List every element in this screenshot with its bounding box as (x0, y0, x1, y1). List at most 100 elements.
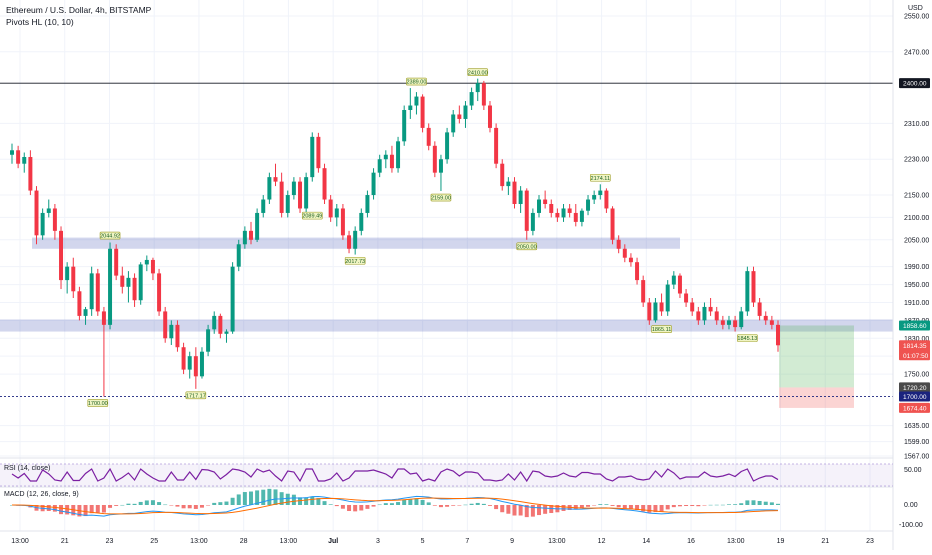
price-tick-label: 2150.00 (904, 193, 929, 200)
candle-body (524, 190, 529, 231)
candle-body (592, 195, 597, 200)
candle-body (549, 203, 554, 213)
pivot-label: 2410.00 (468, 70, 488, 76)
macd-label: MACD (12, 26, close, 9) (4, 491, 79, 498)
candle-body (77, 291, 82, 316)
macd-bar (469, 503, 474, 505)
candle-body (212, 315, 217, 330)
candlestick-series (10, 78, 780, 397)
candle-body (763, 315, 768, 321)
macd-bar (487, 505, 492, 506)
macd-bar (696, 505, 701, 507)
candle-body (52, 208, 57, 231)
macd-bar (776, 503, 780, 505)
time-tick-label: 7 (465, 538, 469, 545)
candle-body (28, 156, 33, 191)
candle-body (481, 83, 486, 106)
macd-bar (230, 497, 235, 505)
pivot-label: 2389.00 (407, 80, 427, 86)
pivot-labels: 2044.92 1700.00 1717.17 2089.49 2017.73 2389.… (87, 68, 758, 407)
macd-bar (733, 504, 738, 505)
pivot-label: 2174.11 (591, 176, 610, 182)
candle-body (65, 266, 70, 281)
candle-body (702, 306, 707, 321)
candle-body (40, 212, 45, 236)
candle-body (518, 190, 523, 204)
horizontal-lines[interactable] (0, 82, 893, 397)
time-axis[interactable]: 13:00 21 23 25 13:00 28 13:00 Jul 3 5 7 9 13:00 12 14 1… (0, 530, 893, 545)
long-position-tool[interactable] (779, 325, 854, 408)
time-tick-label: 28 (240, 538, 248, 545)
candle-body (187, 356, 192, 370)
macd-bar (463, 504, 468, 506)
pivot-label-box (651, 325, 672, 333)
candle-body (218, 315, 223, 334)
candle-body (671, 275, 676, 285)
macd-bar (769, 502, 774, 505)
macd-bar (720, 504, 725, 506)
candle-body (579, 210, 584, 222)
pivot-label-box (430, 193, 452, 202)
macd-bar (549, 505, 554, 514)
macd-bar (432, 505, 437, 506)
macd-bar (120, 504, 125, 506)
candle-body (757, 302, 762, 316)
macd-bar (524, 505, 529, 518)
macd-bar (561, 505, 566, 511)
candle-body (310, 136, 315, 178)
macd-bar (414, 498, 419, 505)
macd-pane[interactable]: MACD (12, 26, close, 9) 0.00 -100.00 (0, 486, 923, 529)
symbol-title[interactable]: Ethereum / U.S. Dollar, 4h, BITSTAMP (6, 5, 152, 15)
candle-body (132, 277, 137, 301)
candle-body (101, 311, 106, 325)
macd-bar (714, 504, 719, 506)
macd-bar (273, 489, 278, 505)
time-tick-label: 13:00 (190, 538, 208, 545)
pivot-label-box (344, 256, 366, 265)
price-tick-label: 1567.00 (904, 454, 929, 461)
candle-body (720, 320, 725, 325)
candle-body (224, 331, 229, 334)
candle-body (108, 248, 113, 325)
macd-bar (267, 488, 272, 505)
price-badge-entry-bg (899, 382, 930, 393)
indicator-label[interactable]: Pivots HL (10, 10) (6, 17, 74, 27)
macd-bar (537, 505, 541, 516)
macd-bar (622, 505, 627, 509)
pivot-label: 2089.49 (302, 214, 322, 220)
candle-body (34, 190, 39, 236)
macd-bar (420, 499, 425, 505)
macd-bar (684, 505, 689, 506)
macd-bar (206, 505, 211, 506)
candle-body (255, 212, 260, 240)
macd-bar (169, 505, 174, 506)
candle-body (150, 259, 155, 274)
macd-bar (242, 492, 247, 505)
time-tick-label: 25 (150, 538, 158, 545)
macd-bar (144, 500, 149, 505)
time-tick-label: 14 (642, 538, 650, 545)
macd-bar (224, 501, 229, 505)
macd-bar (46, 505, 51, 511)
candle-body (512, 181, 517, 204)
macd-bar (481, 503, 486, 505)
macd-bar (163, 504, 168, 506)
macd-bar (126, 503, 131, 505)
price-tick-label: 1910.00 (904, 300, 929, 307)
pivot-label: 2159.00 (431, 196, 451, 202)
pivot-label-box (467, 68, 489, 76)
macd-bar (690, 505, 695, 507)
candle-body (304, 177, 309, 209)
pivot-label-box (87, 399, 109, 407)
pivot-label-box (99, 231, 121, 240)
macd-bar (402, 500, 407, 505)
price-badge-target-bg (899, 320, 930, 331)
macd-bar (751, 500, 756, 505)
candle-body (261, 199, 266, 213)
macd-bar (365, 505, 370, 509)
candle-body (402, 109, 407, 142)
macd-bar (671, 505, 676, 508)
candle-body (22, 156, 27, 164)
rsi-pane[interactable]: RSI (14, close) 50.00 (0, 457, 922, 487)
